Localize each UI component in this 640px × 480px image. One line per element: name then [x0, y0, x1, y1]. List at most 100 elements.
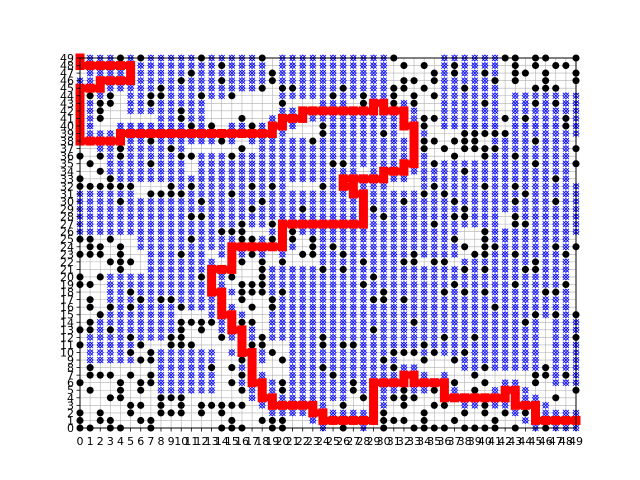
visited-cell [511, 258, 519, 266]
visited-cell [288, 280, 297, 289]
visited-cell [147, 228, 155, 236]
visited-cell [339, 379, 347, 387]
obstacle-cell [430, 92, 438, 100]
visited-cell [450, 228, 459, 236]
visited-cell [511, 333, 519, 341]
visited-cell [218, 326, 226, 334]
visited-cell [228, 333, 236, 341]
visited-cell [461, 77, 469, 85]
obstacle-cell [339, 250, 347, 258]
obstacle-cell [218, 228, 226, 236]
visited-cell [552, 303, 560, 311]
y-tick-label: 1 [67, 414, 74, 427]
visited-cell [238, 77, 246, 85]
y-tick-label: 46 [60, 75, 74, 88]
visited-cell [511, 303, 519, 311]
visited-cell [329, 303, 337, 311]
visited-cell [228, 303, 236, 311]
obstacle-cell [562, 371, 570, 379]
visited-cell [147, 333, 155, 341]
visited-cell [319, 326, 327, 334]
obstacle-cell [481, 364, 489, 372]
visited-cell [542, 167, 550, 175]
visited-cell [440, 265, 448, 274]
visited-cell [127, 92, 135, 100]
path-cell [369, 378, 379, 388]
x-tick-label: 2 [97, 435, 104, 448]
visited-cell [349, 409, 357, 417]
visited-cell [471, 326, 479, 334]
obstacle-cell [187, 235, 195, 243]
visited-cell [309, 92, 317, 100]
path-cell [369, 408, 379, 418]
obstacle-cell [370, 273, 378, 281]
visited-cell [491, 220, 499, 228]
visited-cell [380, 137, 388, 145]
visited-cell [197, 296, 206, 304]
path-cell [105, 136, 115, 146]
visited-cell [208, 137, 216, 145]
visited-cell [319, 212, 327, 221]
visited-cell [430, 235, 438, 243]
obstacle-cell [309, 250, 317, 258]
visited-cell [258, 167, 266, 175]
visited-cell [157, 303, 165, 311]
visited-cell [187, 99, 195, 107]
visited-cell [471, 175, 479, 183]
visited-cell [400, 326, 408, 334]
obstacle-cell [339, 160, 347, 168]
visited-cell [481, 280, 489, 289]
visited-cell [329, 348, 337, 357]
visited-cell [349, 122, 357, 130]
visited-cell [299, 92, 307, 100]
visited-cell [167, 175, 175, 183]
visited-cell [319, 243, 327, 251]
path-cell [439, 393, 449, 403]
visited-cell [430, 167, 438, 175]
visited-cell [167, 152, 175, 160]
visited-cell [501, 197, 509, 206]
visited-cell [471, 303, 479, 311]
visited-cell [511, 167, 519, 175]
visited-cell [197, 182, 206, 190]
obstacle-cell [531, 311, 540, 319]
visited-cell [147, 61, 155, 70]
visited-cell [491, 92, 499, 100]
visited-cell [471, 258, 479, 266]
visited-cell [309, 212, 317, 221]
y-tick-label: 23 [60, 248, 74, 261]
visited-cell [359, 84, 368, 92]
path-cell [115, 129, 125, 139]
visited-cell [208, 386, 216, 394]
visited-cell [450, 122, 459, 130]
x-axis: 0 1 2 3 4 5 6 7 8 9 101112131415161718192021222324… [77, 428, 583, 448]
x-tick-label: 11 [184, 435, 198, 448]
visited-cell [400, 152, 408, 160]
visited-cell [278, 160, 287, 168]
obstacle-cell [511, 280, 519, 289]
visited-cell [461, 182, 469, 190]
obstacle-cells-layer [76, 54, 580, 432]
path-cell [379, 166, 389, 176]
visited-cell [461, 303, 469, 311]
obstacle-cell [157, 296, 165, 304]
visited-cell [521, 182, 529, 190]
visited-cell [491, 114, 499, 122]
path-cell [358, 204, 368, 214]
visited-cell [430, 250, 438, 258]
visited-cell [137, 311, 145, 319]
visited-cell [299, 348, 307, 357]
visited-cell [167, 258, 175, 266]
visited-cell [278, 311, 287, 319]
visited-cell [359, 326, 368, 334]
visited-cell [177, 205, 185, 213]
visited-cell [430, 303, 438, 311]
visited-cell [390, 326, 398, 334]
visited-cell [278, 197, 287, 206]
visited-cell [278, 69, 287, 77]
obstacle-cell [461, 137, 469, 145]
visited-cell [369, 243, 378, 251]
visited-cell [471, 190, 479, 198]
obstacle-cell [86, 326, 94, 334]
visited-cell [268, 190, 276, 198]
